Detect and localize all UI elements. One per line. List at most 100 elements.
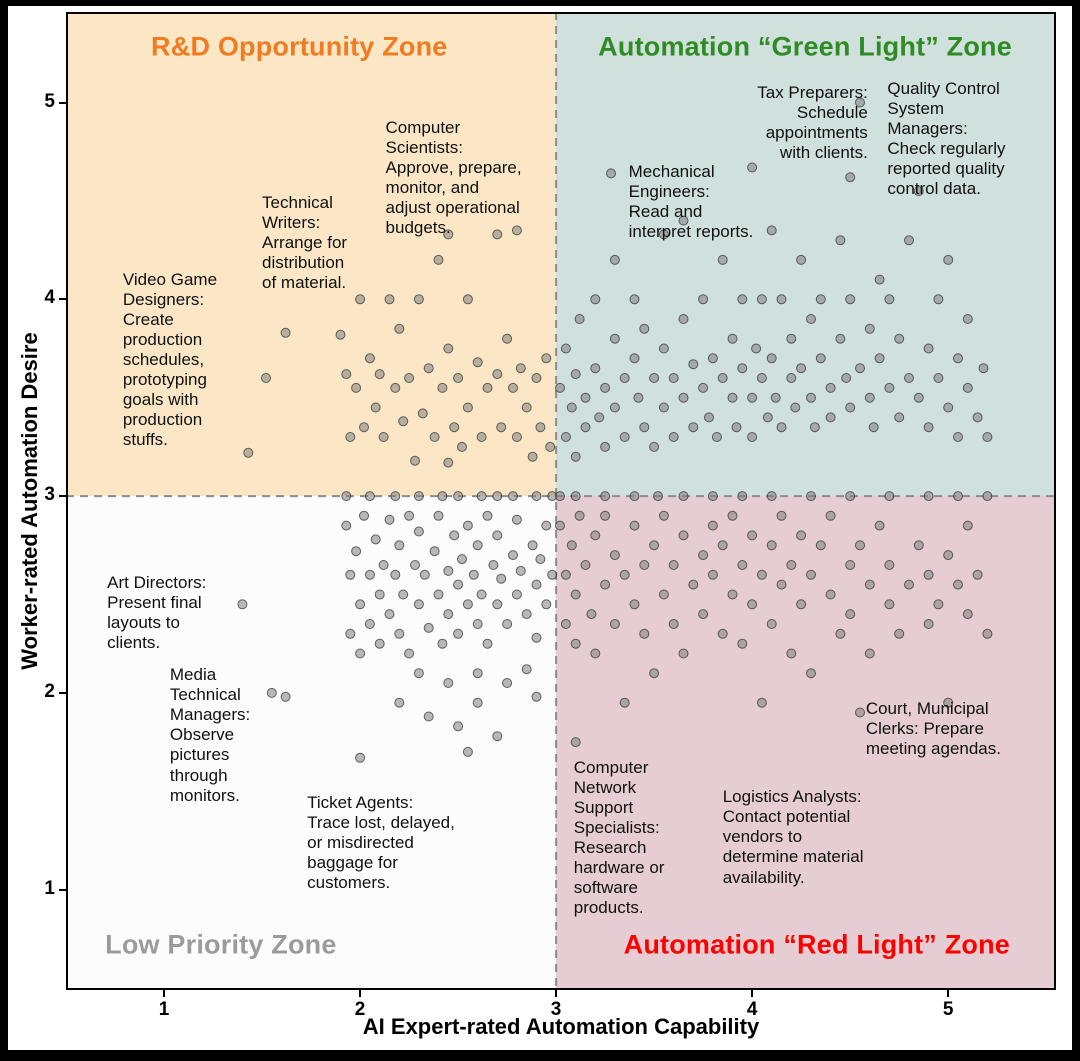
scatter-point xyxy=(943,697,954,708)
y-tick-label-1: 1 xyxy=(44,877,55,899)
scatter-point xyxy=(658,589,669,600)
scatter-point xyxy=(492,599,503,610)
scatter-point xyxy=(639,422,650,433)
scatter-point xyxy=(370,534,381,545)
scatter-point xyxy=(904,373,914,383)
x-tick-label-5: 5 xyxy=(942,999,954,1020)
scatter-point xyxy=(600,510,611,521)
scatter-point xyxy=(835,333,846,344)
scatter-point xyxy=(429,432,440,442)
scatter-point xyxy=(341,520,352,531)
scatter-point xyxy=(237,599,248,610)
scatter-point xyxy=(462,746,473,757)
scatter-point xyxy=(747,162,758,173)
scatter-point xyxy=(962,314,973,324)
scatter-point xyxy=(355,752,366,763)
scatter-point xyxy=(609,402,620,413)
scatter-point xyxy=(472,619,483,629)
scatter-point xyxy=(443,229,454,240)
scatter-point xyxy=(378,560,389,570)
scatter-point xyxy=(717,540,728,551)
scatter-point xyxy=(913,392,924,403)
scatter-point xyxy=(482,510,493,521)
scatter-point xyxy=(472,540,483,551)
scatter-point xyxy=(776,294,787,305)
scatter-point xyxy=(502,678,513,688)
scatter-point xyxy=(374,369,385,380)
scatter-point xyxy=(511,432,522,442)
scatter-point xyxy=(280,327,291,338)
scatter-point xyxy=(884,491,895,502)
scatter-point xyxy=(476,589,487,600)
scatter-point xyxy=(717,254,728,265)
scatter-point xyxy=(423,622,434,633)
scatter-point xyxy=(933,373,944,383)
scatter-point xyxy=(404,648,415,659)
scatter-point xyxy=(943,550,954,561)
scatter-point xyxy=(527,451,538,462)
scatter-point xyxy=(855,97,865,108)
scatter-point xyxy=(437,382,448,393)
scatter-point xyxy=(351,382,362,393)
scatter-point xyxy=(658,402,669,413)
scatter-point xyxy=(462,520,473,531)
scatter-point xyxy=(756,569,767,580)
scatter-point xyxy=(453,579,464,590)
scatter-point xyxy=(825,412,836,423)
scatter-point xyxy=(629,353,640,364)
scatter-point xyxy=(566,540,577,551)
scatter-point xyxy=(560,432,571,442)
scatter-point xyxy=(639,628,650,639)
scatter-point xyxy=(355,599,366,610)
scatter-point xyxy=(535,554,546,565)
scatter-point xyxy=(472,357,483,368)
scatter-point xyxy=(457,554,467,565)
scatter-point xyxy=(668,560,679,570)
scatter-point xyxy=(586,609,597,620)
scatter-point xyxy=(453,491,464,502)
scatter-point xyxy=(390,491,401,502)
scatter-point xyxy=(531,373,542,383)
scatter-point xyxy=(678,392,689,403)
scatter-point xyxy=(864,648,875,659)
scatter-point xyxy=(619,373,630,383)
scatter-point xyxy=(570,491,581,502)
scatter-point xyxy=(629,491,640,502)
scatter-point xyxy=(374,638,385,649)
scatter-point xyxy=(751,343,762,354)
y-tick-mark-5 xyxy=(59,101,66,104)
scatter-point xyxy=(766,540,777,551)
scatter-point xyxy=(535,422,546,433)
scatter-point xyxy=(747,599,758,610)
scatter-point xyxy=(364,569,375,580)
scatter-point xyxy=(545,441,556,452)
scatter-point xyxy=(449,422,460,433)
scatter-point xyxy=(600,491,611,502)
annotation-computer-scientists: Computer Scientists: Approve, prepare, m… xyxy=(385,118,522,238)
scatter-point xyxy=(747,432,758,442)
scatter-point xyxy=(433,589,444,600)
scatter-point xyxy=(355,648,366,659)
annotation-quality-control-system-managers: Quality Control System Managers: Check r… xyxy=(887,78,1006,199)
scatter-point xyxy=(835,235,846,246)
scatter-point xyxy=(370,402,381,413)
scatter-point xyxy=(727,510,738,521)
x-tick-mark-5 xyxy=(947,990,950,997)
zone-label-rd-opportunity: R&D Opportunity Zone xyxy=(151,31,448,62)
x-tick-mark-3 xyxy=(555,990,558,997)
scatter-point xyxy=(619,432,630,442)
x-tick-mark-1 xyxy=(163,990,166,997)
scatter-point xyxy=(404,510,415,521)
scatter-point xyxy=(796,599,807,610)
scatter-point xyxy=(574,510,585,521)
scatter-point xyxy=(855,363,865,374)
scatter-point xyxy=(727,589,738,600)
scatter-point xyxy=(845,560,856,570)
scatter-point xyxy=(806,392,816,403)
scatter-point xyxy=(398,589,409,600)
scatter-point xyxy=(508,382,518,393)
scatter-point xyxy=(266,687,277,698)
zone-label-low-priority: Low Priority Zone xyxy=(105,929,337,960)
scatter-point xyxy=(413,294,424,305)
scatter-point xyxy=(462,294,473,305)
